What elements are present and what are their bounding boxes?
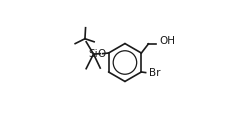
Text: Br: Br — [149, 68, 160, 78]
Text: OH: OH — [160, 36, 176, 46]
Text: Si: Si — [89, 49, 98, 59]
Text: O: O — [98, 49, 106, 59]
